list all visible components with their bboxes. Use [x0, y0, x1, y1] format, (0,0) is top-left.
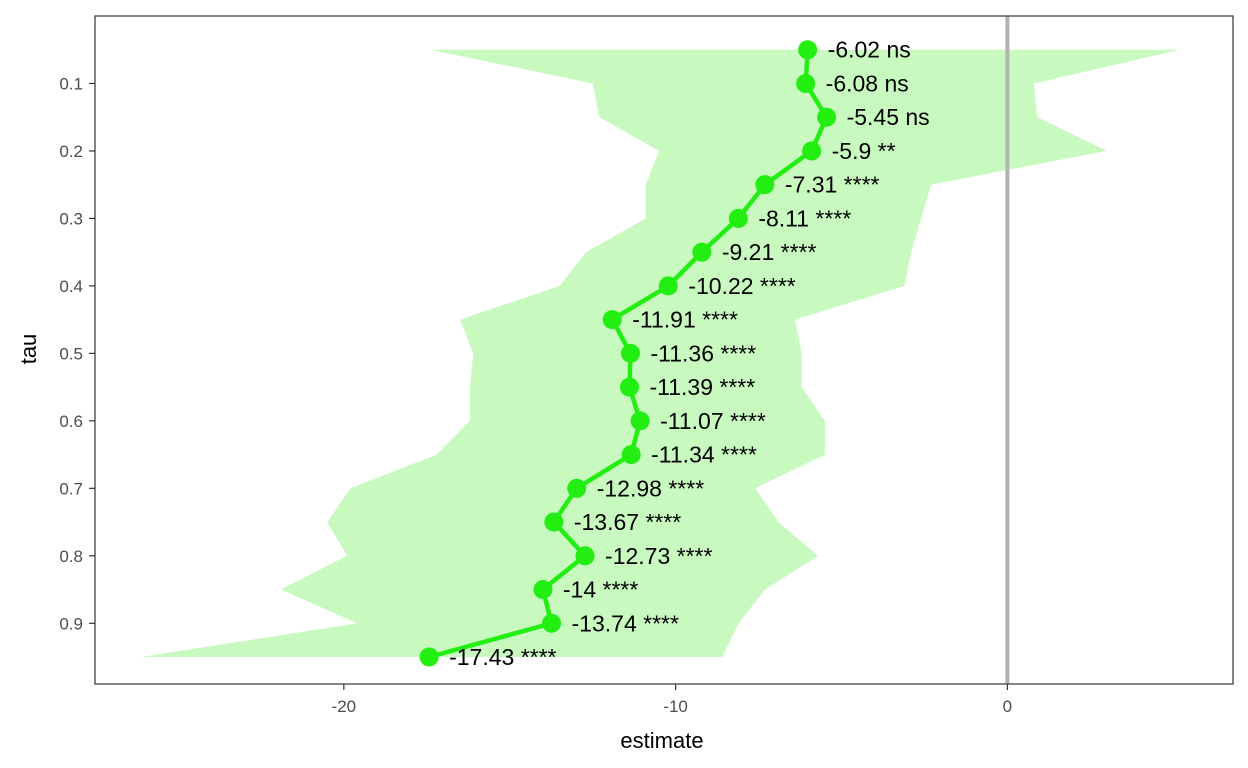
data-point	[619, 377, 639, 397]
data-point	[728, 208, 748, 228]
data-point	[533, 580, 553, 600]
data-label: -6.02 ns	[828, 37, 911, 63]
data-point	[692, 242, 712, 262]
x-axis: -20 -10 0	[332, 684, 1012, 716]
data-point	[802, 141, 822, 161]
data-label: -12.73 ****	[605, 543, 712, 569]
x-tick-label: 0	[1003, 697, 1012, 716]
data-point	[620, 343, 640, 363]
data-label: -13.67 ****	[574, 509, 681, 535]
data-point	[658, 276, 678, 296]
estimate-points-layer	[419, 40, 837, 667]
data-label: -11.07 ****	[660, 408, 766, 434]
data-label: -6.08 ns	[826, 70, 909, 96]
data-label: -11.91 ****	[632, 307, 738, 333]
data-label: -14 ****	[563, 577, 638, 603]
y-axis-title: tau	[16, 334, 41, 365]
x-tick-label: -20	[332, 697, 357, 716]
data-point	[630, 411, 650, 431]
data-label: -12.98 ****	[597, 475, 704, 501]
data-label: -5.9 **	[832, 138, 896, 164]
panel-border	[94, 15, 1234, 685]
data-point	[755, 175, 775, 195]
y-tick-label: 0.4	[59, 277, 83, 296]
data-point	[567, 478, 587, 498]
data-point	[798, 40, 818, 60]
y-tick-label: 0.3	[59, 209, 83, 228]
data-point	[575, 546, 595, 566]
data-label: -11.36 ****	[650, 340, 756, 366]
data-point	[817, 107, 837, 127]
y-tick-label: 0.9	[59, 614, 83, 633]
x-axis-title: estimate	[620, 728, 703, 753]
data-label: -5.45 ns	[847, 104, 930, 130]
data-label: -7.31 ****	[785, 172, 880, 198]
data-point	[621, 445, 641, 465]
y-tick-label: 0.6	[59, 412, 83, 431]
confidence-band	[141, 49, 1180, 657]
data-point	[544, 512, 564, 532]
data-label: -13.74 ****	[572, 610, 679, 636]
data-label: -11.39 ****	[649, 374, 755, 400]
data-label: -17.43 ****	[449, 644, 556, 670]
data-label: -9.21 ****	[722, 239, 817, 265]
y-tick-label: 0.7	[59, 479, 83, 498]
confidence-band-layer	[141, 49, 1180, 657]
y-tick-label: 0.2	[59, 142, 83, 161]
data-point	[602, 310, 622, 330]
x-tick-label: -10	[663, 697, 688, 716]
data-labels-layer: -6.02 ns -6.08 ns -5.45 ns -5.9 ** -7.31 ***…	[449, 37, 930, 670]
y-axis: 0.1 0.2 0.3 0.4 0.5 0.6 0.7 0.8 0.9	[59, 74, 95, 633]
data-label: -11.34 ****	[651, 442, 757, 468]
data-point	[796, 73, 816, 93]
y-tick-label: 0.1	[59, 74, 83, 93]
data-label: -8.11 ****	[758, 205, 851, 231]
data-point	[542, 613, 562, 633]
y-tick-label: 0.5	[59, 344, 83, 363]
data-label: -10.22 ****	[688, 273, 795, 299]
data-point	[419, 647, 439, 667]
y-tick-label: 0.8	[59, 547, 83, 566]
